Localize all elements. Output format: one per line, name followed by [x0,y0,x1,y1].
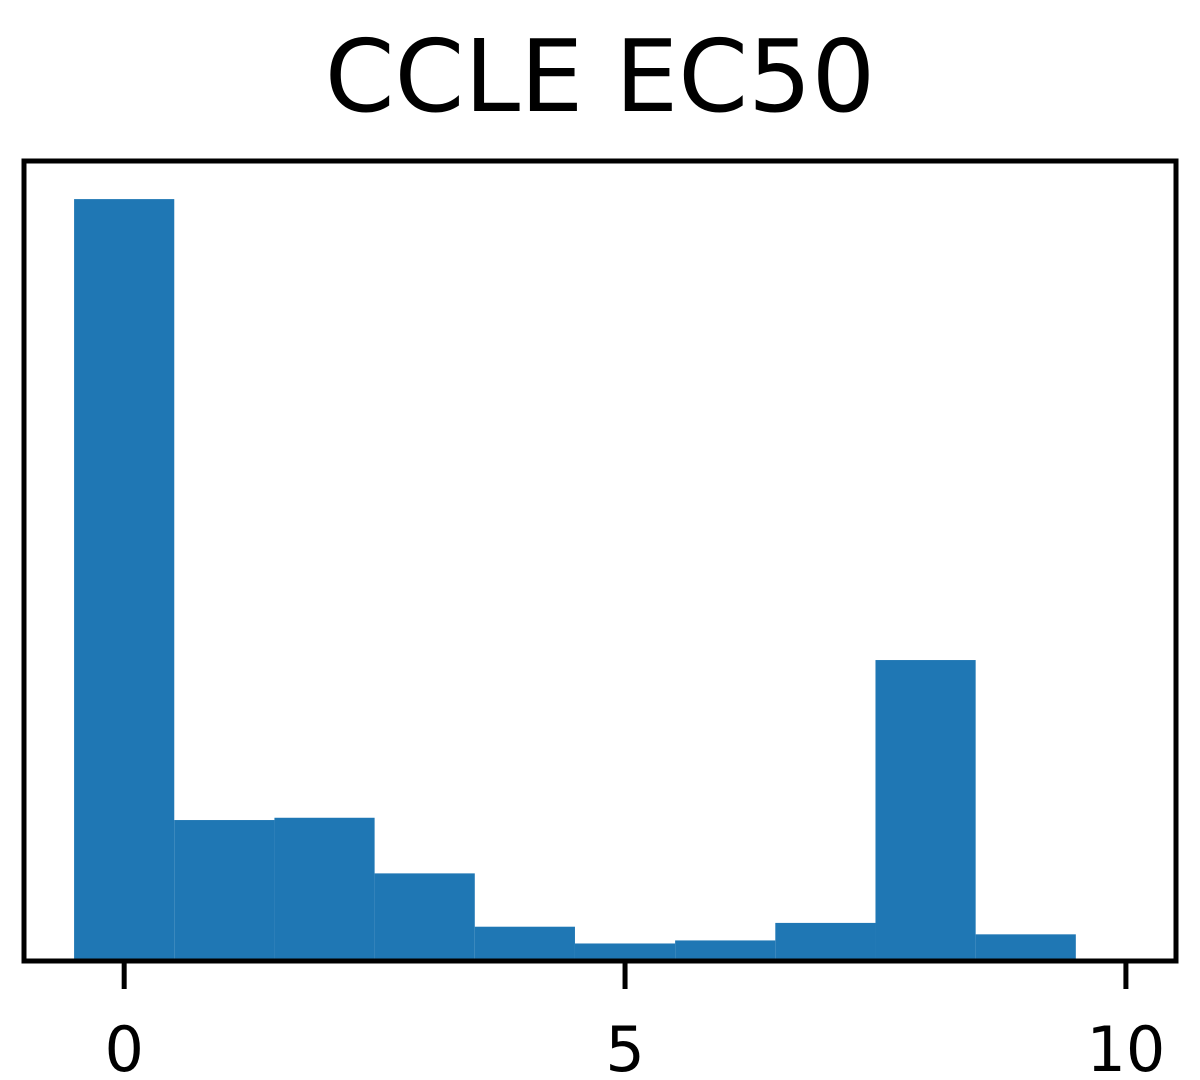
x-tick-label-2: 10 [1086,1013,1165,1080]
plot-frame [21,158,1179,964]
histogram-bar-8 [875,660,976,961]
histogram-bar-4 [474,926,575,961]
histogram-bar-9 [975,934,1076,961]
histogram-bar-6 [675,940,776,961]
histogram-bar-0 [74,199,175,962]
x-axis-ticks: 0 5 10 [104,961,1165,1080]
histogram-bar-7 [775,922,876,961]
histogram-bar-1 [174,820,275,961]
histogram-bar-3 [374,873,475,961]
chart-title: CCLE EC50 [324,18,876,135]
bars-group [74,199,1076,962]
x-tick-label-0: 0 [104,1013,143,1080]
x-tick-label-1: 5 [605,1013,644,1080]
histogram-bar-5 [574,943,676,961]
histogram-bar-2 [274,817,375,961]
